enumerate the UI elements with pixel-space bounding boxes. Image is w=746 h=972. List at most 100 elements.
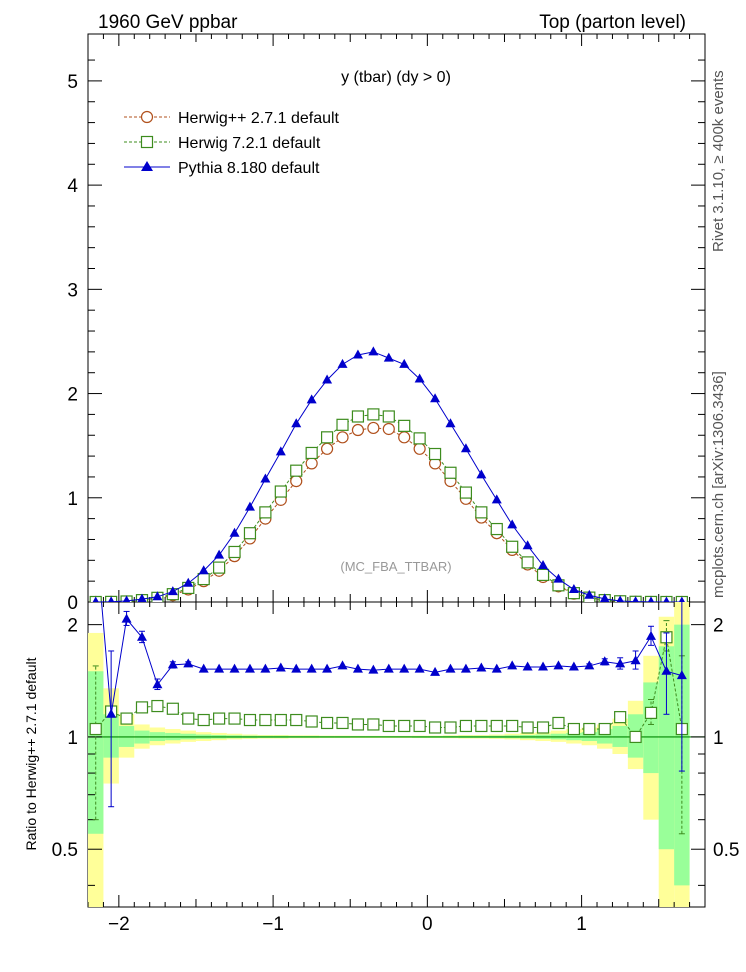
point-herwigpp (320, 442, 334, 455)
point-herwigpp (382, 422, 395, 436)
ratio-y-tick-label-left: 2 (67, 616, 78, 637)
ratio-point-herwig7 (274, 713, 287, 727)
ratio-point-pythia (445, 663, 456, 673)
ratio-point-herwig7 (398, 719, 411, 733)
point-pythia (616, 595, 624, 602)
ratio-point-herwig7 (305, 715, 318, 728)
ratio-point-pythia (507, 660, 518, 670)
legend-entry-pythia: Pythia 8.180 default (124, 160, 320, 177)
point-pythia (678, 596, 685, 602)
point-herwig7 (398, 419, 411, 432)
point-herwig7 (243, 527, 257, 540)
ratio-point-pythia (383, 663, 394, 673)
y-tick-label: 4 (67, 176, 78, 197)
ratio-point-pythia (229, 663, 240, 673)
point-herwig7 (521, 556, 534, 569)
ratio-y-tick-label-left: 1 (67, 728, 78, 749)
point-herwig7 (536, 568, 550, 582)
point-herwig7 (382, 410, 395, 423)
ratio-point-pythia (275, 662, 286, 672)
point-pythia (414, 373, 425, 383)
x-tick-label: 0 (422, 914, 433, 935)
legend-marker-pythia (141, 161, 153, 171)
rivet-label: Rivet 3.1.10, ≥ 400k events (710, 70, 727, 252)
point-pythia (198, 565, 209, 575)
point-pythia (229, 527, 240, 537)
ratio-point-herwig7 (583, 722, 596, 736)
point-herwigpp (398, 431, 411, 444)
point-pythia (476, 469, 487, 479)
top-series (89, 346, 688, 602)
ratio-point-pythia (491, 663, 502, 673)
ratio-point-herwig7 (475, 719, 488, 733)
ratio-point-herwig7 (367, 718, 380, 731)
point-herwig7 (459, 486, 473, 499)
ratio-point-pythia (646, 630, 657, 640)
legend-label-herwig7: Herwig 7.2.1 default (178, 135, 321, 152)
ratio-ylabel: Ratio to Herwig++ 2.7.1 default (23, 657, 39, 850)
point-pythia (383, 352, 394, 362)
ratio-point-pythia (414, 663, 425, 673)
point-pythia (368, 346, 379, 356)
header-left: 1960 GeV ppbar (98, 12, 238, 33)
ratio-point-herwig7 (213, 712, 226, 725)
watermark: (MC_FBA_TTBAR) (340, 559, 451, 574)
ratio-point-pythia (476, 662, 487, 672)
point-pythia (507, 519, 518, 529)
point-herwig7 (367, 408, 380, 421)
point-pythia (167, 586, 178, 596)
point-pythia (491, 494, 502, 504)
point-herwig7 (428, 447, 442, 461)
ratio-point-herwig7 (552, 716, 565, 730)
ratio-y-tick-label-right: 0.5 (713, 840, 739, 861)
point-pythia (445, 418, 456, 428)
point-herwig7 (197, 572, 210, 586)
ratio-point-herwig7 (320, 716, 334, 730)
ratio-point-pythia (676, 670, 687, 680)
mcplots-label: mcplots.cern.ch [arXiv:1306.3436] (710, 371, 727, 598)
ratio-point-pythia (183, 658, 194, 668)
legend: Herwig++ 2.7.1 default Herwig 7.2.1 defa… (124, 110, 340, 177)
point-herwig7 (475, 506, 488, 519)
legend-label-herwigpp: Herwig++ 2.7.1 default (178, 110, 340, 127)
ratio-point-pythia (244, 663, 255, 673)
ratio-point-pythia (152, 679, 163, 689)
ratio-series (89, 602, 688, 835)
ratio-point-herwig7 (644, 706, 658, 719)
point-pythia (538, 560, 549, 570)
x-tick-label: 1 (576, 914, 587, 935)
ratio-point-pythia (352, 663, 363, 673)
header-right: Top (parton level) (539, 12, 686, 33)
point-pythia (599, 593, 610, 602)
x-tick-label: −1 (262, 914, 284, 935)
ratio-point-herwig7 (490, 719, 503, 733)
point-herwigpp (336, 431, 349, 444)
point-herwigpp (367, 421, 380, 435)
ratio-point-pythia (136, 631, 147, 641)
ratio-point-herwig7 (243, 713, 257, 727)
point-pythia (460, 443, 471, 453)
point-herwig7 (413, 432, 426, 445)
point-pythia (522, 540, 533, 550)
ratio-point-pythia (430, 666, 441, 676)
ratio-point-herwig7 (428, 721, 442, 734)
point-pythia (430, 393, 441, 403)
chart-marks: 0 1 2 3 4 5 0.5 0.5 1 1 2 2 −2 −1 0 1 (52, 34, 739, 935)
x-tick-label: −2 (108, 914, 130, 935)
ratio-point-pythia (214, 663, 225, 673)
ratio-point-pythia (106, 708, 117, 718)
point-herwig7 (213, 561, 226, 574)
band-green (643, 682, 659, 774)
point-pythia (632, 596, 639, 602)
y-tick-label: 5 (67, 72, 78, 93)
point-herwig7 (336, 418, 349, 431)
ratio-point-herwig7 (614, 711, 627, 724)
ratio-point-pythia (568, 661, 579, 671)
point-herwig7 (305, 446, 318, 460)
legend-entry-herwig7: Herwig 7.2.1 default (124, 135, 321, 152)
point-pythia (183, 577, 194, 587)
ratio-point-herwig7 (536, 721, 550, 734)
ratio-point-herwig7 (506, 719, 519, 733)
ratio-point-herwig7 (259, 713, 272, 727)
